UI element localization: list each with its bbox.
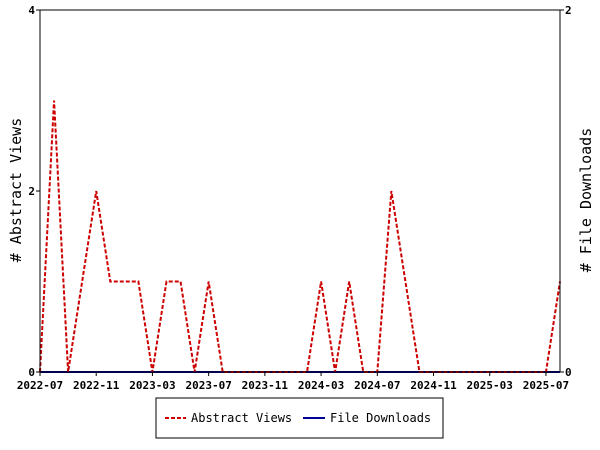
y-right-tick-label: 2 xyxy=(565,4,572,17)
y-right-tick-label: 0 xyxy=(565,366,572,379)
x-tick-label: 2024-11 xyxy=(410,379,457,392)
x-tick-label: 2023-11 xyxy=(242,379,289,392)
legend-label-file-downloads: File Downloads xyxy=(330,411,431,425)
x-tick-label: 2024-03 xyxy=(298,379,344,392)
y-left-tick-label: 2 xyxy=(28,185,35,198)
ticks: 2022-07 2022-11 2023-03 2023-07 2023-11 2024-… xyxy=(17,4,572,392)
y-left-tick-label: 0 xyxy=(28,366,35,379)
x-tick-label: 2023-07 xyxy=(185,379,231,392)
x-tick-label: 2022-07 xyxy=(17,379,63,392)
y-left-tick-label: 4 xyxy=(28,4,35,17)
x-tick-label: 2025-07 xyxy=(523,379,569,392)
x-tick-label: 2025-03 xyxy=(467,379,513,392)
y-axis-title-right: # File Downloads xyxy=(577,128,595,273)
x-tick-label: 2024-07 xyxy=(354,379,400,392)
x-tick-label: 2023-03 xyxy=(129,379,175,392)
legend: Abstract Views File Downloads xyxy=(155,397,444,439)
legend-box xyxy=(155,397,444,439)
legend-label-abstract-views: Abstract Views xyxy=(191,411,292,425)
y-axis-title-left: # Abstract Views xyxy=(7,118,25,263)
x-tick-label: 2022-11 xyxy=(73,379,120,392)
